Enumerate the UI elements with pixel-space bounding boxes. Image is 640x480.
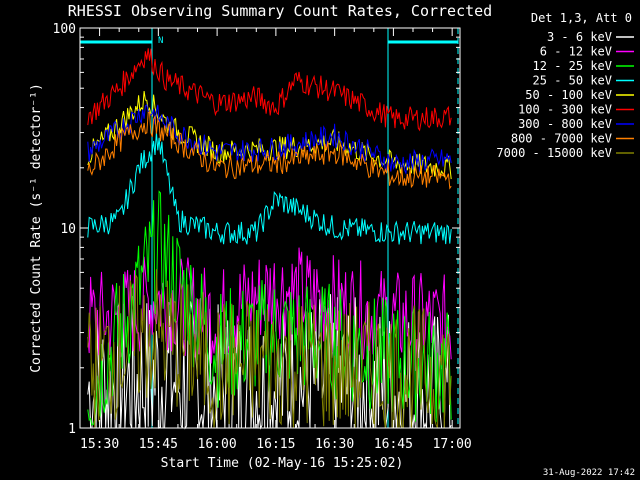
x-tick-label: 15:45 xyxy=(139,437,178,452)
legend-label: 7000 - 15000 keV xyxy=(496,146,612,160)
y-tick-label: 100 xyxy=(53,22,76,37)
legend-label: 12 - 25 keV xyxy=(533,59,612,73)
series-line-7 xyxy=(87,110,452,190)
legend-label: 3 - 6 keV xyxy=(547,30,612,44)
series-line-8 xyxy=(87,269,452,429)
series-line-6 xyxy=(87,104,452,175)
series-line-5 xyxy=(87,48,452,132)
y-tick-label: 1 xyxy=(68,422,76,437)
x-tick-label: 16:15 xyxy=(256,437,295,452)
y-axis-label: Corrected Count Rate (s⁻¹ detector⁻¹) xyxy=(29,83,44,373)
legend-header: Det 1,3, Att 0 xyxy=(531,11,632,25)
legend-label: 50 - 100 keV xyxy=(525,88,612,102)
legend-label: 6 - 12 keV xyxy=(540,45,612,59)
x-tick-label: 17:00 xyxy=(433,437,472,452)
x-axis-label: Start Time (02-May-16 15:25:02) xyxy=(161,456,404,471)
x-tick-label: 16:30 xyxy=(315,437,354,452)
series-line-3 xyxy=(87,132,452,245)
legend-label: 300 - 800 keV xyxy=(518,117,612,131)
x-tick-label: 16:00 xyxy=(198,437,237,452)
y-tick-label: 10 xyxy=(60,222,76,237)
x-tick-label: 16:45 xyxy=(374,437,413,452)
chart-title: RHESSI Observing Summary Count Rates, Co… xyxy=(68,2,492,20)
x-tick-label: 15:30 xyxy=(80,437,119,452)
legend-label: 100 - 300 keV xyxy=(518,103,612,117)
series-layer xyxy=(87,48,452,430)
flag-label: N xyxy=(158,36,163,46)
legend-label: 25 - 50 keV xyxy=(533,74,612,88)
footer-timestamp: 31-Aug-2022 17:42 xyxy=(543,468,635,478)
plot-frame: 1 10 100 15:30 15:45 16:00 16:15 16:30 16:45 17:0… xyxy=(53,22,472,452)
legend-label: 800 - 7000 keV xyxy=(511,132,612,146)
